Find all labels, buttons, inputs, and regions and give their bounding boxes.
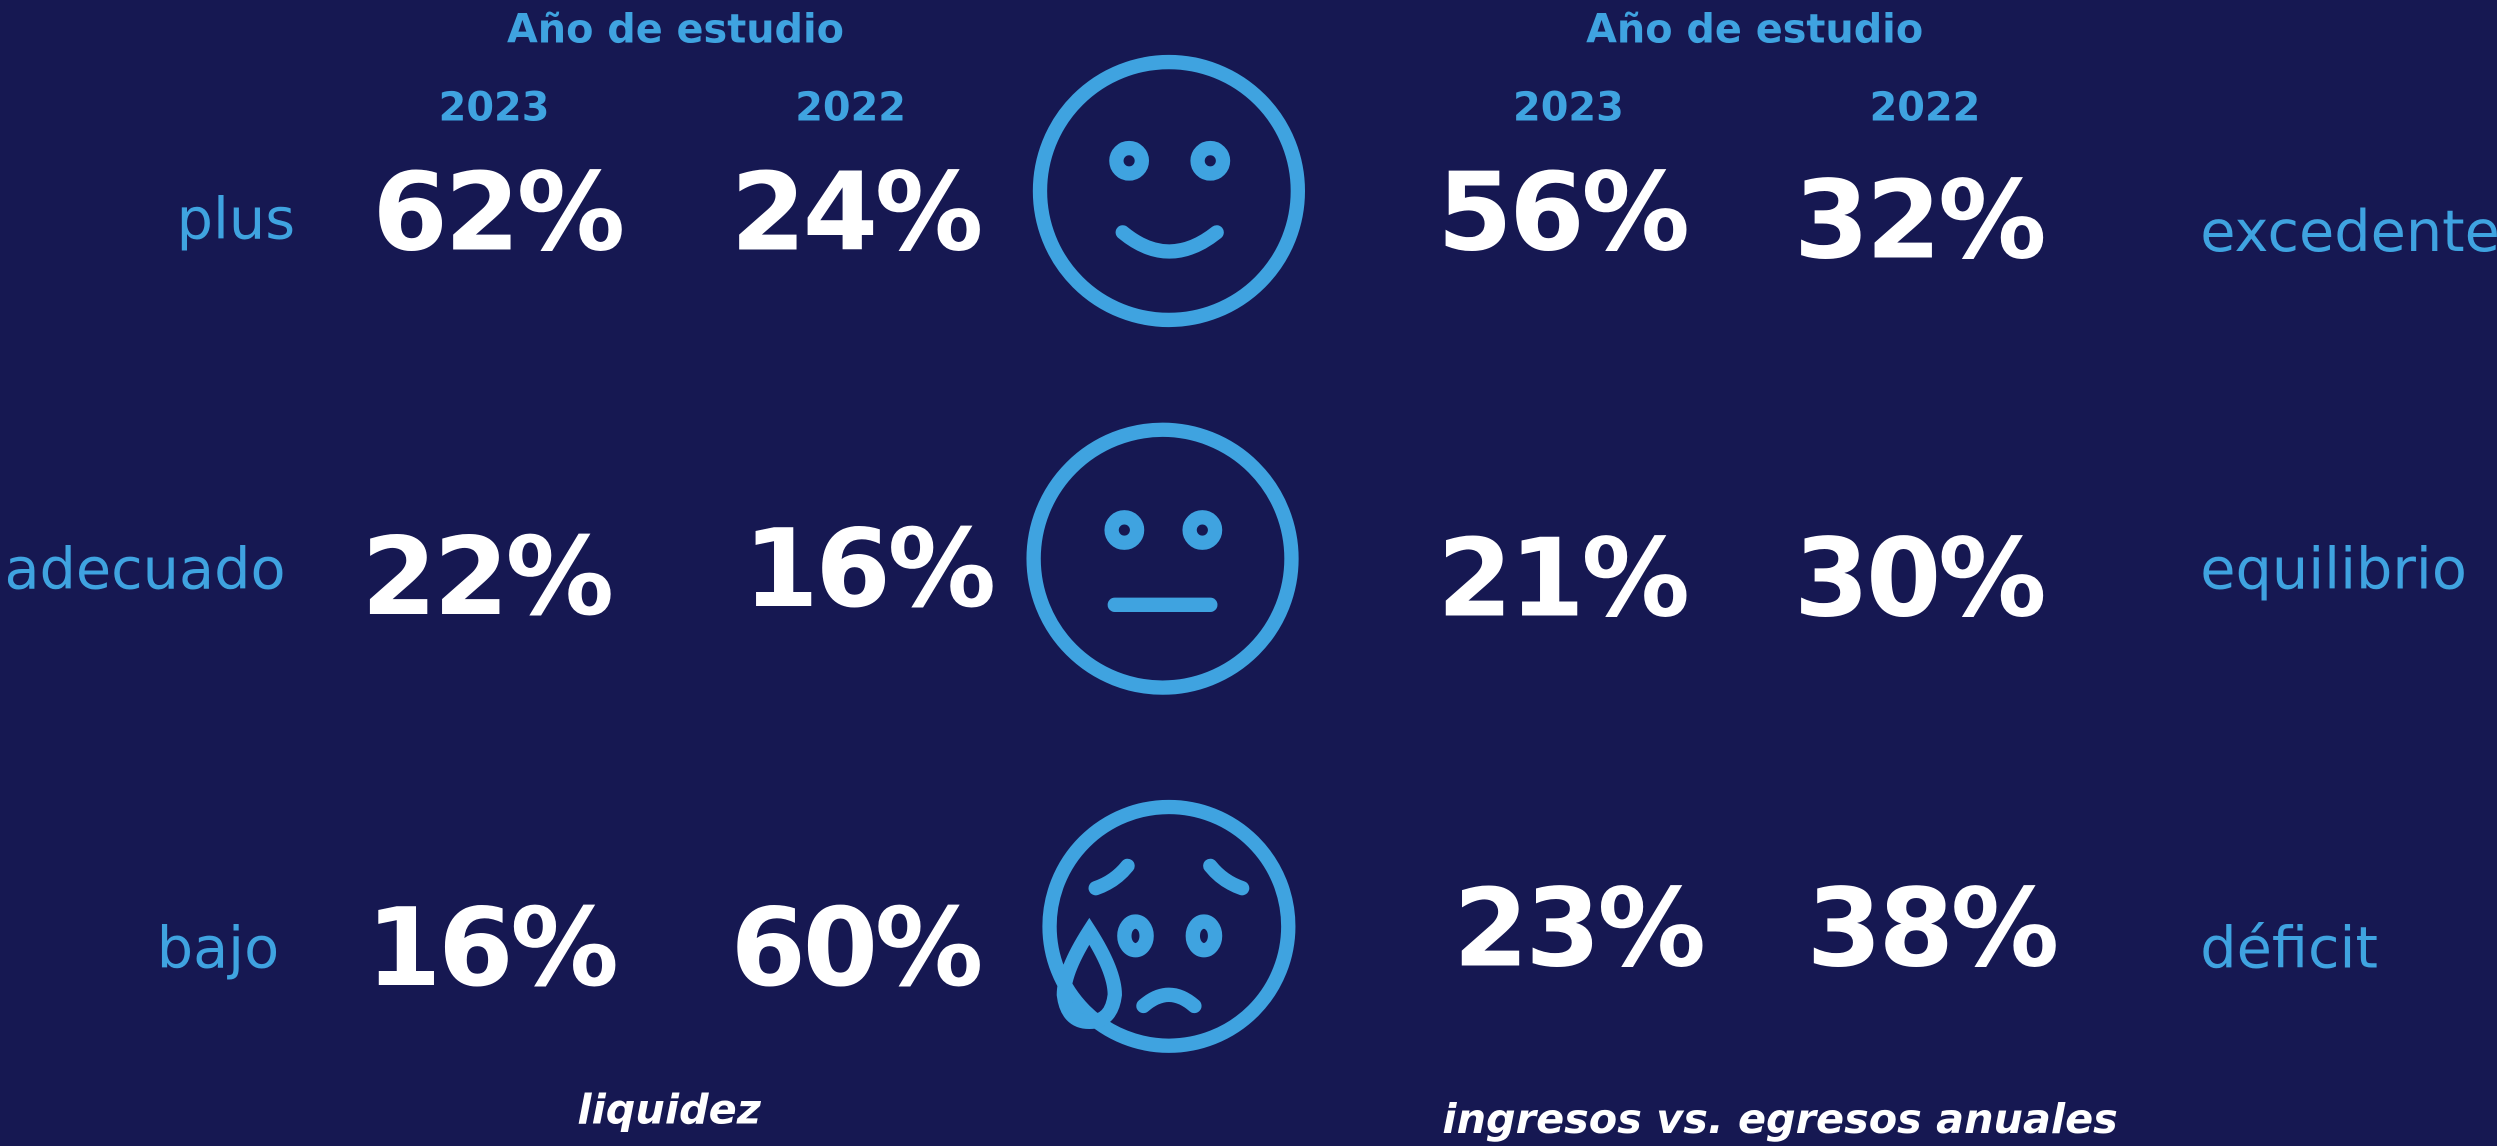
panel-header: Año de estudio bbox=[1586, 6, 1923, 52]
panel-header: Año de estudio bbox=[507, 6, 844, 52]
percent-value: 38% bbox=[1807, 866, 2056, 992]
percent-value: 22% bbox=[361, 514, 610, 640]
percent-value: 23% bbox=[1453, 866, 1702, 992]
row-label: déficit bbox=[2200, 914, 2378, 981]
panel-footer: liquidez bbox=[577, 1086, 761, 1134]
row-label: excedente bbox=[2200, 198, 2497, 265]
panel-footer: ingresos vs. egresos anuales bbox=[1442, 1095, 2117, 1143]
percent-value: 16% bbox=[366, 885, 615, 1011]
percent-value: 32% bbox=[1794, 157, 2043, 283]
year-label: 2023 bbox=[1513, 84, 1624, 130]
percent-value: 30% bbox=[1794, 516, 2043, 642]
neutral-face bbox=[1026, 422, 1299, 695]
sad-face bbox=[1042, 799, 1296, 1053]
year-label: 2022 bbox=[795, 84, 906, 130]
percent-value: 56% bbox=[1437, 149, 1686, 275]
happy-face bbox=[1032, 54, 1306, 328]
year-label: 2022 bbox=[1870, 84, 1981, 130]
year-label: 2023 bbox=[439, 84, 550, 130]
percent-value: 16% bbox=[743, 506, 992, 632]
percent-value: 60% bbox=[731, 885, 980, 1011]
row-label: bajo bbox=[157, 914, 279, 981]
percent-value: 21% bbox=[1437, 516, 1686, 642]
percent-value: 62% bbox=[372, 149, 621, 275]
row-label: plus bbox=[177, 185, 295, 252]
row-label: adecuado bbox=[4, 536, 285, 603]
row-label: equilibrio bbox=[2200, 536, 2467, 603]
percent-value: 24% bbox=[731, 149, 980, 275]
